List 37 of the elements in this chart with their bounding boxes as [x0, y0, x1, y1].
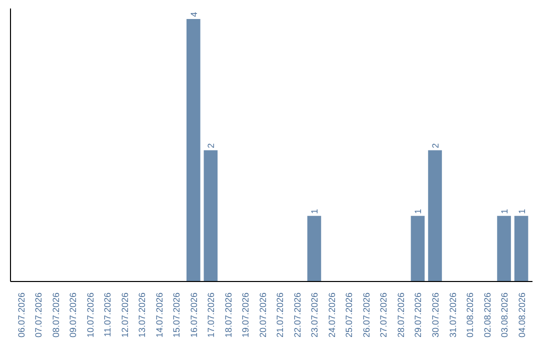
x-tick-label: 07.07.2026 — [34, 292, 44, 338]
data-label: 2 — [206, 143, 216, 148]
x-tick-label: 28.07.2026 — [396, 292, 406, 338]
x-tick-label: 01.08.2026 — [465, 292, 476, 338]
x-tick-label: 22.07.2026 — [292, 292, 302, 338]
x-tick-label: 24.07.2026 — [326, 292, 337, 338]
x-tick-label: 27.07.2026 — [378, 292, 389, 338]
data-label: 4 — [188, 12, 199, 17]
x-tick-label: 14.07.2026 — [154, 292, 164, 338]
x-tick-label: 18.07.2026 — [223, 292, 234, 338]
x-tick-label: 03.08.2026 — [500, 292, 510, 338]
x-tick-label: 02.08.2026 — [482, 292, 492, 338]
x-tick-label: 12.07.2026 — [120, 292, 130, 338]
x-tick-label: 29.07.2026 — [413, 292, 424, 338]
data-label: 1 — [413, 208, 424, 214]
x-tick-label: 23.07.2026 — [310, 292, 320, 338]
x-tick-label: 16.07.2026 — [188, 292, 199, 338]
x-tick-label: 10.07.2026 — [85, 292, 96, 338]
x-tick-label: 06.07.2026 — [16, 292, 26, 338]
x-tick-label: 11.07.2026 — [102, 292, 113, 337]
data-label: 2 — [430, 143, 440, 148]
data-label: 1 — [516, 208, 527, 214]
x-tick-label: 25.07.2026 — [344, 292, 354, 338]
x-tick-label: 26.07.2026 — [361, 292, 372, 338]
x-tick-label: 30.07.2026 — [430, 292, 440, 338]
data-label: 1 — [310, 208, 320, 214]
x-tick-label: 08.07.2026 — [50, 292, 61, 338]
data-label: 1 — [500, 208, 510, 214]
x-tick-label: 04.08.2026 — [516, 292, 527, 338]
x-tick-label: 17.07.2026 — [206, 292, 216, 338]
x-tick-label: 19.07.2026 — [240, 292, 251, 338]
x-tick-label: 31.07.2026 — [448, 292, 458, 338]
x-tick-label: 21.07.2026 — [275, 292, 286, 338]
x-tick-label: 09.07.2026 — [68, 292, 78, 338]
x-tick-label: 15.07.2026 — [172, 292, 182, 338]
x-tick-label: 20.07.2026 — [258, 292, 268, 338]
x-tick-label: 13.07.2026 — [137, 292, 148, 338]
